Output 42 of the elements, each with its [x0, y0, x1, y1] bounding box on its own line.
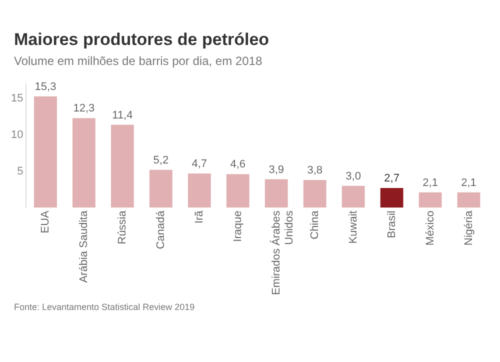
bar	[457, 192, 480, 208]
bar	[226, 174, 250, 208]
data-label: 15,3	[34, 80, 56, 93]
x-tick-label: Brasil	[386, 210, 398, 238]
bar	[188, 173, 211, 208]
data-label: 2,7	[384, 172, 400, 185]
chart-title: Maiores produtores de petróleo	[14, 30, 270, 50]
x-tick-label: Emirados Árabes Unidos	[269, 210, 296, 296]
data-label: 3,8	[307, 164, 322, 177]
y-tick-label: 15	[10, 92, 24, 105]
bar	[110, 124, 134, 208]
x-tick-label: Arábia Saudita	[78, 210, 90, 283]
x-tick-label: EUA	[40, 210, 52, 234]
bar	[418, 192, 442, 208]
bar	[380, 188, 404, 208]
source-note: Fonte: Levantamento Statistical Review 2019	[14, 302, 196, 312]
data-label: 3,9	[268, 164, 284, 176]
bar	[149, 170, 172, 208]
y-tick-label: 10	[10, 128, 24, 141]
data-label: 11,4	[112, 109, 133, 122]
bar	[342, 186, 365, 208]
bar	[264, 179, 288, 208]
data-label: 5,2	[153, 154, 169, 166]
data-label: 4,6	[230, 158, 246, 171]
x-tick-label: Irã	[193, 210, 206, 224]
x-tick-label: Rússia	[116, 210, 128, 244]
data-label: 4,7	[192, 158, 208, 170]
bar	[34, 96, 57, 208]
x-tick-label: Nigéria	[462, 210, 475, 246]
x-tick-label: México	[424, 210, 436, 246]
data-label: 12,3	[73, 102, 95, 115]
x-tick-label: Kuwait	[347, 210, 360, 244]
bar	[72, 118, 96, 208]
x-tick-label: Canadá	[154, 210, 167, 250]
data-label: 2,1	[422, 176, 438, 189]
chart-subtitle: Volume em milhões de barris por dia, em 2018	[14, 54, 264, 68]
x-tick-label: China	[308, 210, 321, 240]
y-tick-label: 5	[17, 165, 24, 178]
bar	[303, 180, 326, 208]
x-tick-label: Iraque	[232, 210, 244, 242]
data-label: 3,0	[346, 170, 361, 182]
data-label: 2,1	[461, 176, 476, 189]
